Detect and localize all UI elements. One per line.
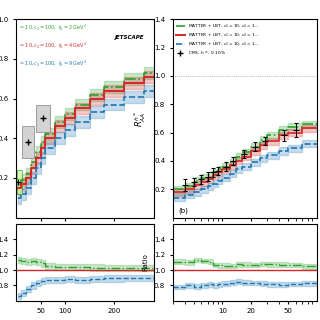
Y-axis label: $R_{AA}^{h^\pm}$: $R_{AA}^{h^\pm}$ (133, 110, 148, 127)
Text: (b): (b) (179, 207, 188, 214)
Text: $= 10, c_2 = 100, \ t_0 = 4\ \mathrm{GeV}^2$: $= 10, c_2 = 100, \ t_0 = 4\ \mathrm{GeV… (19, 41, 87, 51)
FancyBboxPatch shape (18, 170, 22, 194)
Text: JETSCAPE: JETSCAPE (115, 35, 145, 40)
FancyBboxPatch shape (22, 126, 34, 158)
Text: $= 10, c_2 = 100, \ t_0 = 9\ \mathrm{GeV}^2$: $= 10, c_2 = 100, \ t_0 = 9\ \mathrm{GeV… (19, 59, 87, 69)
Legend: MATTER + LBT, $c_1=10$, $c_2=1$..., MATTER + LBT, $c_1=10$, $c_2=1$..., MATTER +: MATTER + LBT, $c_1=10$, $c_2=1$..., MATT… (175, 21, 261, 58)
Y-axis label: Ratio: Ratio (142, 253, 148, 271)
FancyBboxPatch shape (36, 105, 51, 132)
Text: $= 10, c_2 = 100, \ t_0 = 2\ \mathrm{GeV}^2$: $= 10, c_2 = 100, \ t_0 = 2\ \mathrm{GeV… (19, 23, 87, 33)
